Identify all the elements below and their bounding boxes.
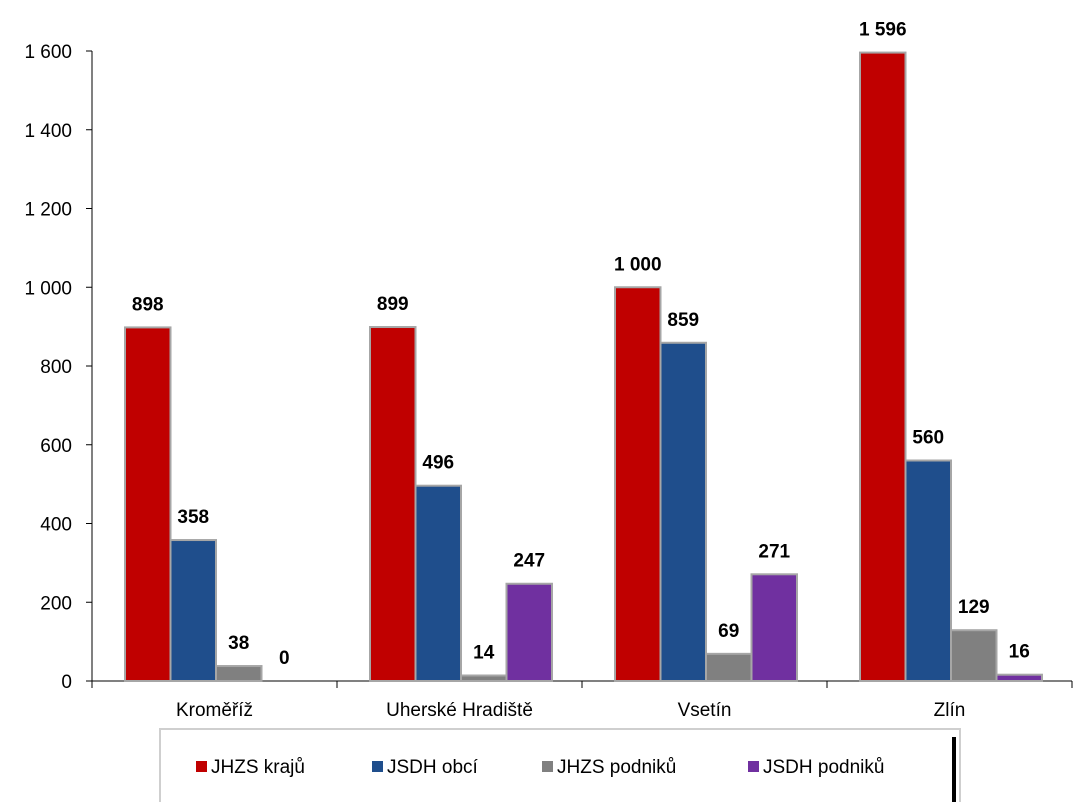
y-tick-label: 200: [40, 593, 72, 614]
data-label: 496: [422, 453, 454, 474]
data-label: 1 596: [859, 20, 907, 41]
data-label: 38: [228, 633, 249, 654]
y-axis: 0 200 400 600 800 1 000 1 200 1 400 1 600: [24, 42, 93, 693]
x-category-label: Vsetín: [678, 700, 732, 721]
bar: [659, 341, 707, 682]
y-tick-label: 0: [61, 672, 72, 693]
x-axis: Kroměříž Uherské Hradiště Vsetín Zlín: [91, 680, 1073, 721]
legend-swatch: [372, 761, 383, 772]
data-label: 859: [667, 310, 699, 331]
legend-label: JSDH podniků: [763, 757, 884, 778]
y-tick-label: 1 000: [24, 278, 72, 299]
bar: [369, 326, 417, 682]
data-label: 16: [1009, 642, 1030, 663]
data-label: 898: [132, 294, 164, 315]
bar: [460, 674, 508, 682]
data-label: 271: [758, 541, 790, 562]
bar: [614, 286, 662, 682]
bar: [215, 665, 263, 682]
data-label: 358: [177, 507, 209, 528]
data-labels: 898 899 1 000 1 596 358 496 859 560 38 14 69 129 0 24…: [132, 20, 1030, 669]
data-label: 560: [912, 428, 944, 449]
bar: [505, 582, 553, 683]
x-category-label: Kroměříž: [176, 700, 253, 721]
legend-shadow: [952, 737, 956, 802]
legend-label: JHZS krajů: [211, 757, 305, 778]
bar: [950, 629, 998, 682]
data-label: 14: [473, 642, 495, 663]
data-label: 899: [377, 294, 409, 315]
legend-box: [159, 728, 961, 802]
data-label: 247: [513, 551, 545, 572]
x-category-label: Zlín: [934, 700, 966, 721]
data-label: 1 000: [614, 254, 662, 275]
bar: [705, 652, 753, 682]
bar: [414, 484, 462, 683]
y-tick-label: 1 600: [24, 42, 72, 63]
legend-label: JSDH obcí: [387, 757, 479, 778]
legend-label: JHZS podniků: [557, 757, 676, 778]
bar: [124, 326, 172, 682]
data-label: 0: [279, 648, 290, 669]
bar: [995, 673, 1043, 683]
legend: JHZS krajů JSDH obcí JHZS podniků JSDH podn…: [159, 728, 961, 802]
data-label: 129: [958, 597, 990, 618]
bar: [169, 539, 217, 682]
data-label: 69: [718, 621, 739, 642]
y-tick-label: 800: [40, 357, 72, 378]
y-tick-label: 1 200: [24, 200, 72, 221]
legend-swatch: [748, 761, 759, 772]
legend-swatch: [542, 761, 553, 772]
bars: [124, 51, 1043, 683]
legend-swatch: [196, 761, 207, 772]
y-tick-label: 600: [40, 436, 72, 457]
bar: [859, 51, 907, 682]
y-tick-label: 400: [40, 515, 72, 536]
bar: [904, 459, 952, 682]
bar: [750, 573, 798, 683]
y-tick-label: 1 400: [24, 121, 72, 142]
x-category-label: Uherské Hradiště: [386, 700, 533, 721]
